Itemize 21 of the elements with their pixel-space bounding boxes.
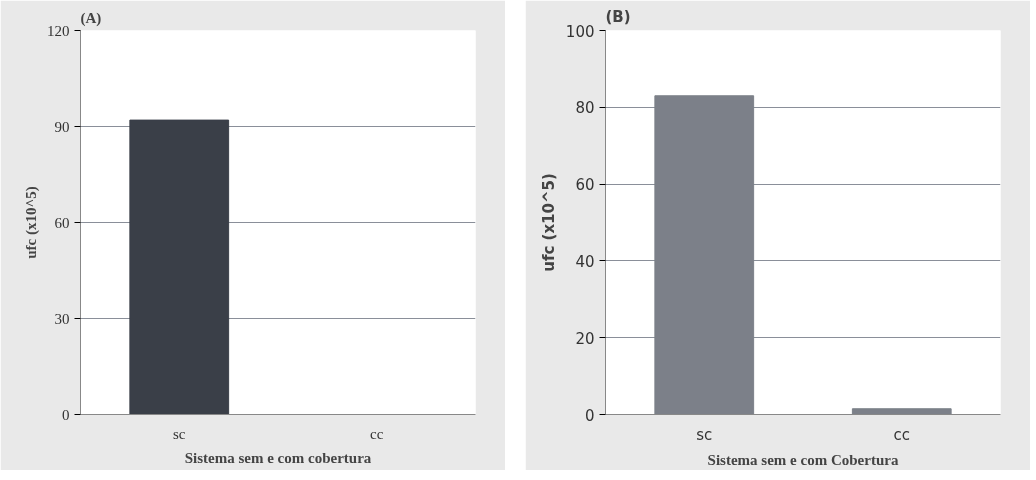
x-axis-title: Sistema sem e com Cobertura	[707, 451, 899, 468]
y-axis-title: ufc (x10^5)	[539, 173, 558, 272]
x-tick-label: cc	[370, 425, 384, 442]
y-tick-label: 90	[54, 118, 70, 135]
chart-title: (B)	[605, 7, 631, 26]
y-tick-label: 0	[62, 406, 70, 423]
x-axis-title: Sistema sem e com cobertura	[184, 449, 372, 466]
y-tick-label: 100	[565, 22, 595, 41]
chart-title: (A)	[80, 9, 102, 27]
y-tick-label: 60	[575, 176, 595, 195]
y-axis-title: ufc (x10^5)	[23, 186, 40, 259]
y-tick-label: 30	[54, 310, 70, 327]
y-tick-label: 60	[54, 214, 70, 231]
x-tick-label: cc	[893, 425, 910, 444]
y-tick-label: 0	[584, 406, 595, 425]
x-tick-label: sc	[173, 425, 186, 442]
y-tick-label: 20	[575, 329, 595, 348]
y-tick-label: 120	[47, 22, 70, 39]
y-tick-label: 40	[575, 252, 595, 271]
x-tick-label: sc	[696, 425, 713, 444]
y-tick-label: 80	[575, 99, 595, 118]
